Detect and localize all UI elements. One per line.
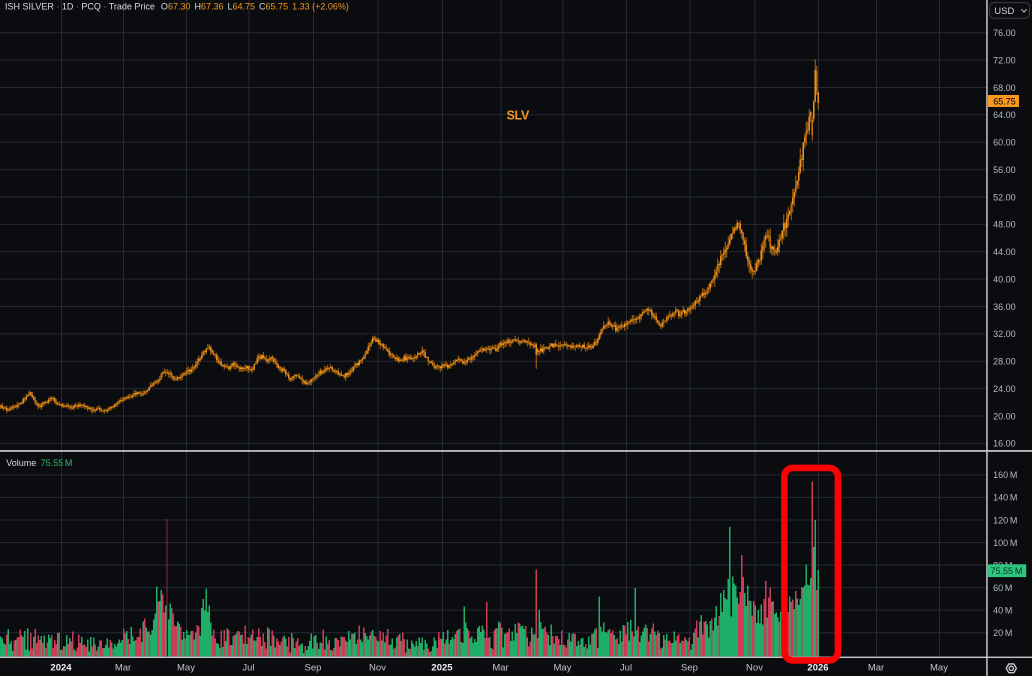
svg-text:60.00: 60.00 [993,138,1016,148]
svg-text:48.00: 48.00 [993,220,1016,230]
svg-text:40 M: 40 M [993,605,1012,615]
svg-text:May: May [177,663,195,674]
svg-text:ISH SILVER · 1D · PCQ · Trade: ISH SILVER · 1D · PCQ · Trade Price O67.3… [5,1,349,11]
svg-text:Jul: Jul [620,663,632,674]
svg-text:76.00: 76.00 [993,28,1016,38]
svg-text:2025: 2025 [431,663,453,674]
svg-text:Nov: Nov [746,663,763,674]
svg-text:72.00: 72.00 [993,55,1016,65]
svg-text:65.75: 65.75 [993,97,1016,107]
svg-text:24.00: 24.00 [993,384,1016,394]
svg-text:May: May [930,663,948,674]
svg-text:Mar: Mar [868,663,884,674]
svg-text:Sep: Sep [305,663,322,674]
svg-text:Volume: Volume [6,458,36,468]
svg-text:140 M: 140 M [993,493,1017,503]
svg-text:60 M: 60 M [993,583,1012,593]
svg-text:Jul: Jul [242,663,254,674]
svg-text:Mar: Mar [115,663,131,674]
svg-text:2026: 2026 [807,663,828,674]
svg-text:56.00: 56.00 [993,165,1016,175]
svg-text:20.00: 20.00 [993,411,1016,421]
svg-text:120 M: 120 M [993,515,1017,525]
svg-text:Mar: Mar [492,663,508,674]
svg-text:64.00: 64.00 [993,110,1016,120]
svg-text:68.00: 68.00 [993,83,1016,93]
svg-text:20 M: 20 M [993,628,1012,638]
svg-text:40.00: 40.00 [993,274,1016,284]
svg-text:100 M: 100 M [993,538,1017,548]
svg-text:SLV: SLV [507,109,530,123]
svg-text:16.00: 16.00 [993,439,1016,449]
svg-text:USD: USD [994,6,1014,17]
svg-text:Sep: Sep [681,663,698,674]
svg-text:75.55 M: 75.55 M [41,458,73,468]
svg-text:44.00: 44.00 [993,247,1016,257]
svg-text:160 M: 160 M [993,470,1017,480]
svg-text:Nov: Nov [369,663,386,674]
svg-text:32.00: 32.00 [993,329,1016,339]
svg-text:36.00: 36.00 [993,302,1016,312]
svg-text:28.00: 28.00 [993,357,1016,367]
svg-text:May: May [554,663,572,674]
svg-text:52.00: 52.00 [993,192,1016,202]
svg-text:75.55 M: 75.55 M [991,566,1023,576]
svg-text:2024: 2024 [50,663,72,674]
